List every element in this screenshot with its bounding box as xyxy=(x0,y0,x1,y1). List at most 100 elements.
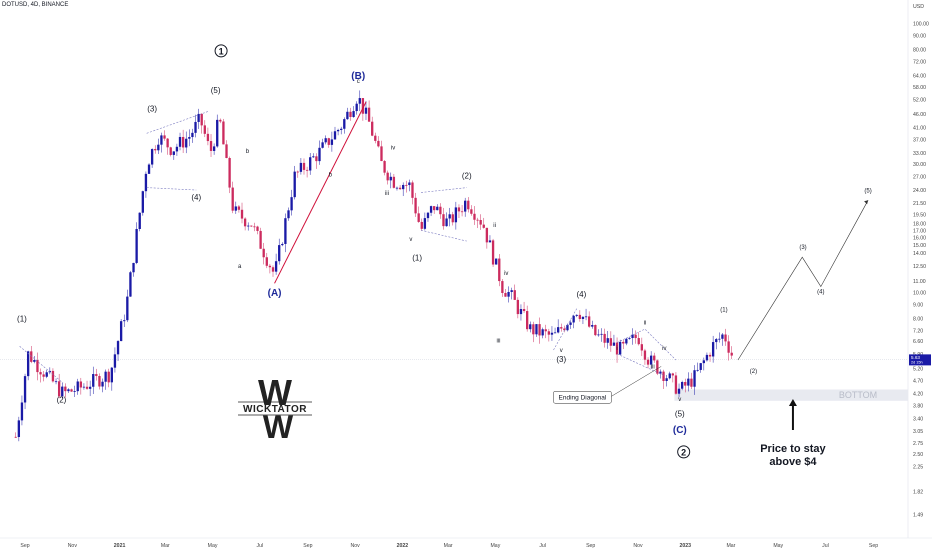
sub-2-label: (2) xyxy=(57,395,67,404)
candle-body xyxy=(101,381,104,387)
candle-body xyxy=(312,156,315,158)
candle-body xyxy=(302,162,306,170)
price-tick-label: 24.00 xyxy=(913,188,926,194)
candle-body xyxy=(327,138,330,145)
candle-body xyxy=(92,374,95,387)
candle-body xyxy=(132,262,135,273)
candle-body xyxy=(219,119,222,122)
candle-body xyxy=(544,329,547,332)
candle-body xyxy=(529,324,532,330)
current-price-tag xyxy=(909,354,931,366)
candle-body xyxy=(423,218,427,229)
candle-body xyxy=(361,98,365,114)
candle-body xyxy=(70,389,73,392)
wave-2-label: 2 xyxy=(681,447,686,457)
candle-body xyxy=(711,342,715,357)
price-tick-label: 14.00 xyxy=(913,251,926,257)
candle-body xyxy=(76,381,79,392)
candle-body xyxy=(206,133,210,142)
candle-body xyxy=(677,388,681,394)
small-b-label-a: b xyxy=(246,149,250,155)
candle-body xyxy=(247,225,250,227)
candle-body xyxy=(287,210,290,219)
roman-v-label-c: v xyxy=(678,397,681,403)
candle-body xyxy=(95,374,98,376)
projection-path xyxy=(737,200,869,361)
candle-body xyxy=(293,171,296,198)
candle-body xyxy=(39,372,42,375)
current-price-countdown: 2d 15h xyxy=(911,361,923,365)
candle-body xyxy=(268,265,272,268)
time-tick-label: Sep xyxy=(869,543,878,549)
candle-body xyxy=(578,314,582,319)
candle-body xyxy=(560,327,563,329)
candle-body xyxy=(144,173,148,192)
candle-body xyxy=(296,171,299,173)
candle-body xyxy=(318,147,321,162)
wave-a-label: (A) xyxy=(268,288,282,299)
candle-body xyxy=(665,378,668,381)
roman-iii-label-a: iii xyxy=(385,191,389,197)
candle-body xyxy=(541,329,544,336)
candle-body xyxy=(281,243,284,246)
price-tick-label: 7.20 xyxy=(913,329,923,335)
time-tick-label: Mar xyxy=(726,543,735,549)
candle-body xyxy=(547,331,551,335)
candle-body xyxy=(64,386,67,392)
candle-body xyxy=(464,200,467,212)
candle-body xyxy=(166,138,169,148)
candle-body xyxy=(538,324,541,336)
price-tick-label: 33.00 xyxy=(913,151,926,157)
candle-body xyxy=(473,213,476,220)
candle-body xyxy=(715,339,718,343)
candle-body xyxy=(191,132,194,138)
candle-body xyxy=(61,386,64,397)
price-tick-label: 8.00 xyxy=(913,316,923,322)
candle-body xyxy=(705,354,709,361)
dashed-line-6 xyxy=(553,307,578,351)
candle-body xyxy=(73,391,76,392)
sub-4-label-a: (4) xyxy=(191,193,201,202)
time-tick-label: 2021 xyxy=(114,543,126,549)
candle-body xyxy=(451,214,454,223)
candle-body xyxy=(507,291,510,297)
candle-body xyxy=(336,129,340,132)
current-price-value: 5.63 xyxy=(911,355,920,360)
candle-body xyxy=(436,206,439,211)
proj-3-label: (3) xyxy=(799,245,806,251)
candle-body xyxy=(625,338,628,344)
sub-5-label-b: (5) xyxy=(675,410,685,419)
candle-body xyxy=(352,111,355,117)
candle-body xyxy=(150,149,154,165)
candle-body xyxy=(243,218,247,227)
candle-body xyxy=(696,369,699,371)
candle-body xyxy=(693,370,696,387)
candle-body xyxy=(615,342,619,355)
candle-body xyxy=(305,169,309,171)
dashed-line-1 xyxy=(19,346,64,384)
candle-body xyxy=(42,374,45,377)
candle-body xyxy=(45,372,48,377)
candle-body xyxy=(718,338,721,340)
time-tick-label: 2023 xyxy=(679,543,691,549)
price-tick-label: 16.00 xyxy=(913,235,926,241)
proj-1-label: (1) xyxy=(720,307,727,313)
price-tick-label: 21.50 xyxy=(913,201,926,207)
time-tick-label: May xyxy=(490,543,500,549)
candle-body xyxy=(631,334,634,339)
candle-body xyxy=(209,141,213,151)
candle-body xyxy=(57,381,61,397)
time-tick-label: Mar xyxy=(444,543,453,549)
price-tick-label: 64.00 xyxy=(913,73,926,79)
price-tick-label: 90.00 xyxy=(913,34,926,40)
candle-body xyxy=(123,320,126,322)
candle-body xyxy=(160,135,163,145)
proj-5-label: (5) xyxy=(864,188,871,194)
price-tick-label: 72.00 xyxy=(913,60,926,66)
candle-body xyxy=(299,162,303,172)
candle-body xyxy=(343,119,346,129)
candle-body xyxy=(634,334,637,339)
brand-name: WICKTATOR xyxy=(243,404,307,415)
brand-mark-bottom: W xyxy=(263,409,294,445)
